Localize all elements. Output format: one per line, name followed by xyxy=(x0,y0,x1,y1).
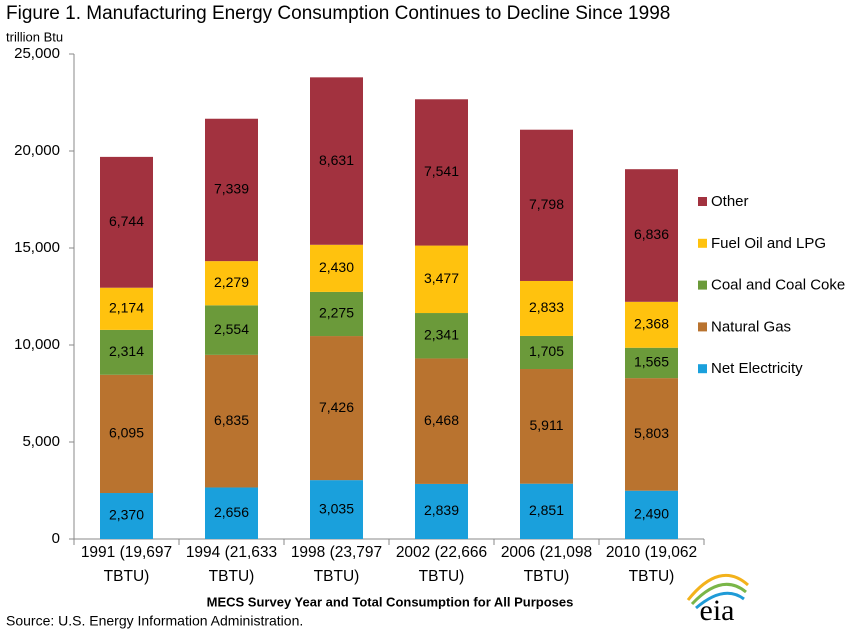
bar-segment xyxy=(310,244,363,292)
data-label: 3,477 xyxy=(424,270,459,286)
data-label: 2,314 xyxy=(109,343,144,359)
data-label: 6,835 xyxy=(214,412,249,428)
source: Source: U.S. Energy Information Administ… xyxy=(6,613,303,629)
data-label: 5,911 xyxy=(530,417,564,433)
data-label: 7,339 xyxy=(214,181,249,197)
legend-label: Fuel Oil and LPG xyxy=(711,235,826,252)
bar-segment xyxy=(625,347,678,379)
y-tick-label: 15,000 xyxy=(14,239,60,256)
bar-segment xyxy=(100,329,153,375)
bar-segment xyxy=(520,280,573,336)
legend-swatch xyxy=(698,197,707,206)
logo: eia xyxy=(700,594,735,627)
legend-label: Natural Gas xyxy=(711,318,791,335)
legend-label: Net Electricity xyxy=(711,360,803,377)
y-tick-label: 25,000 xyxy=(14,45,60,62)
bar-segment xyxy=(625,301,678,348)
bar-segment xyxy=(625,378,678,491)
legend-label: Other xyxy=(711,193,749,210)
bar-segment xyxy=(415,358,468,484)
bar-segment xyxy=(310,480,363,539)
bar-segment xyxy=(520,369,573,484)
bar-segment xyxy=(625,490,678,539)
x-tick-label: 1998 (23,797 TBTU) xyxy=(290,544,383,585)
bar-segment xyxy=(205,487,258,539)
data-label: 2,490 xyxy=(634,506,669,522)
data-label: 2,554 xyxy=(214,321,249,337)
bar-segment xyxy=(100,374,153,494)
bar-segment xyxy=(520,335,573,370)
bar-segment xyxy=(520,483,573,539)
y-tick-label: 0 xyxy=(52,530,60,547)
data-label: 7,798 xyxy=(529,196,564,212)
y-tick-label: 20,000 xyxy=(14,142,60,159)
bar-segment xyxy=(415,483,468,539)
x-tick-label: 2010 (19,062 TBTU) xyxy=(605,544,698,585)
bar-segment xyxy=(310,77,363,245)
data-label: 1,705 xyxy=(529,343,564,359)
logo-arc xyxy=(695,591,745,610)
data-label: 7,426 xyxy=(319,399,354,415)
bar-segment xyxy=(415,245,468,314)
data-label: 5,803 xyxy=(634,425,669,441)
bar-segment xyxy=(100,287,153,330)
legend-swatch xyxy=(698,322,707,332)
data-label: 2,341 xyxy=(424,326,459,342)
data-label: 2,656 xyxy=(214,504,249,520)
y-tick-label: 10,000 xyxy=(14,336,60,353)
bar-segment xyxy=(310,336,363,481)
bar-segment xyxy=(205,261,258,306)
data-label: 2,839 xyxy=(424,502,459,518)
data-label: 7,541 xyxy=(424,163,459,179)
data-label: 6,836 xyxy=(634,226,669,242)
bar-segment xyxy=(205,305,258,355)
bar-segment xyxy=(205,354,258,488)
data-label: 2,368 xyxy=(634,315,669,331)
x-tick-label: 2002 (22,666 TBTU) xyxy=(395,544,488,585)
y-unit: trillion Btu xyxy=(6,29,63,44)
data-label: 8,631 xyxy=(319,152,354,168)
x-tick-label: 1991 (19,697 TBTU) xyxy=(80,544,173,585)
legend-swatch xyxy=(698,280,707,290)
data-label: 2,833 xyxy=(529,299,564,315)
y-tick-label: 5,000 xyxy=(22,433,60,450)
data-label: 2,430 xyxy=(319,259,354,275)
data-label: 2,279 xyxy=(214,274,249,290)
x-tick-label: 2006 (21,098 TBTU) xyxy=(500,544,593,585)
legend-label: Coal and Coal Coke xyxy=(711,277,845,294)
data-label: 6,744 xyxy=(109,213,144,229)
legend-swatch xyxy=(698,364,707,374)
data-label: 2,275 xyxy=(319,305,354,321)
bar-segment xyxy=(100,493,153,539)
bar-segment xyxy=(520,129,573,281)
logo-arc xyxy=(686,574,749,601)
bar-segment xyxy=(415,99,468,246)
data-label: 2,370 xyxy=(109,507,144,523)
chart-title: Figure 1. Manufacturing Energy Consumpti… xyxy=(6,3,670,24)
bar-segment xyxy=(205,118,258,262)
x-axis-title: MECS Survey Year and Total Consumption f… xyxy=(207,594,574,609)
data-label: 6,095 xyxy=(109,425,144,441)
data-label: 6,468 xyxy=(424,412,459,428)
bar-segment xyxy=(415,313,468,359)
data-label: 2,851 xyxy=(529,502,564,518)
logo-arc xyxy=(690,582,747,606)
x-tick-label: 1994 (21,633 TBTU) xyxy=(185,544,278,585)
data-label: 2,174 xyxy=(109,300,144,316)
data-label: 1,565 xyxy=(634,354,669,370)
bar-segment xyxy=(310,291,363,337)
bar-segment xyxy=(100,156,153,288)
legend-swatch xyxy=(698,238,707,248)
bar-segment xyxy=(625,169,678,302)
data-label: 3,035 xyxy=(319,500,354,516)
